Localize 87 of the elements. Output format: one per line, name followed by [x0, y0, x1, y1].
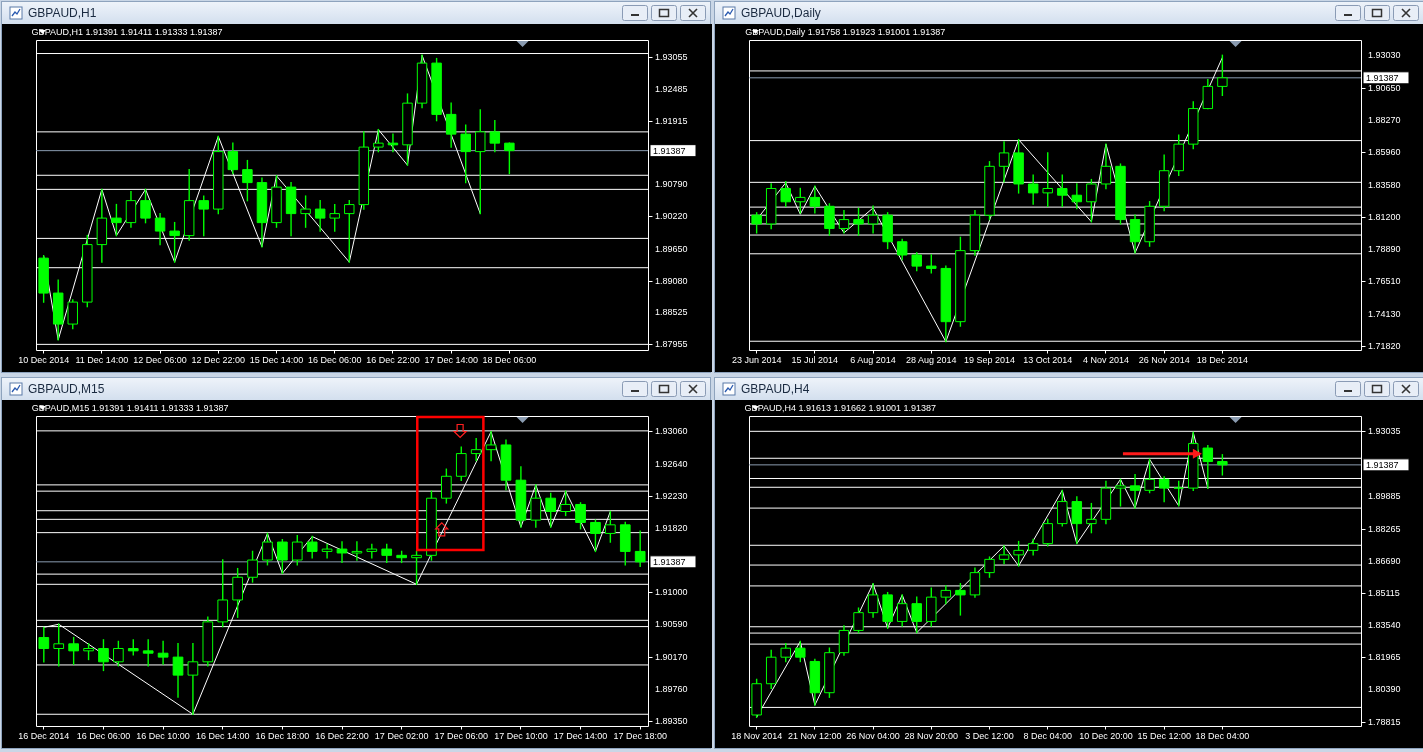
y-tick-label: 1.71820 — [1368, 340, 1401, 351]
x-tick-label: 19 Sep 2014 — [963, 354, 1016, 365]
chart-title: GBPAUD,H4 — [741, 382, 811, 396]
x-tick-label: 16 Dec 06:00 — [76, 730, 131, 741]
x-tick-label: 17 Dec 14:00 — [553, 730, 608, 741]
y-tick-label: 1.80390 — [1368, 684, 1401, 695]
chart-subtitle: GBPAUD,Daily 1.91758 1.91923 1.91001 1.91387 — [745, 27, 946, 37]
x-tick-label: 16 Dec 22:00 — [366, 354, 420, 365]
y-tick-label: 1.92230 — [655, 490, 688, 501]
y-tick-label: 1.85115 — [1368, 587, 1400, 598]
chart-subtitle: GBPAUD,H1 1.91391 1.91411 1.91333 1.91387 — [31, 27, 223, 37]
y-tick-label: 1.90790 — [655, 179, 688, 190]
x-tick-label: 6 Aug 2014 — [850, 354, 896, 365]
x-tick-label: 16 Dec 18:00 — [255, 730, 310, 741]
x-tick-label: 16 Dec 22:00 — [315, 730, 369, 741]
x-tick-label: 15 Dec 12:00 — [1137, 730, 1191, 741]
x-tick-label: 21 Nov 12:00 — [788, 730, 842, 741]
x-tick-label: 17 Dec 02:00 — [374, 730, 429, 741]
y-tick-label: 1.81200 — [1368, 212, 1401, 223]
y-tick-label: 1.89650 — [655, 243, 688, 254]
y-tick-label: 1.89885 — [1368, 490, 1401, 501]
x-tick-label: 28 Aug 2014 — [906, 354, 957, 365]
x-tick-label: 18 Nov 2014 — [731, 730, 783, 741]
ref-line-label: 1.91387 — [653, 145, 686, 156]
x-tick-label: 12 Dec 06:00 — [133, 354, 187, 365]
ref-line-label: 1.91387 — [1366, 72, 1399, 83]
y-tick-label: 1.91820 — [655, 522, 688, 533]
y-tick-label: 1.88270 — [1368, 115, 1401, 126]
x-tick-label: 11 Dec 14:00 — [75, 354, 129, 365]
y-tick-label: 1.76510 — [1368, 276, 1401, 287]
y-tick-label: 1.85960 — [1368, 147, 1401, 158]
x-tick-label: 17 Dec 10:00 — [494, 730, 548, 741]
x-tick-label: 18 Dec 2014 — [1196, 354, 1248, 365]
x-tick-label: 26 Nov 2014 — [1138, 354, 1190, 365]
x-tick-label: 16 Dec 14:00 — [195, 730, 250, 741]
x-tick-label: 8 Dec 04:00 — [1023, 730, 1072, 741]
x-tick-label: 17 Dec 14:00 — [424, 354, 478, 365]
y-tick-label: 1.93055 — [655, 51, 688, 62]
x-tick-label: 23 Jun 2014 — [731, 354, 782, 365]
y-tick-label: 1.78890 — [1368, 243, 1401, 254]
chart-subtitle: GBPAUD,M15 1.91391 1.91411 1.91333 1.91387 — [31, 403, 229, 413]
y-tick-label: 1.78815 — [1368, 716, 1401, 727]
y-tick-label: 1.89350 — [655, 716, 688, 727]
chart-title: GBPAUD,H1 — [28, 6, 98, 20]
y-tick-label: 1.90590 — [655, 619, 688, 630]
y-tick-label: 1.88525 — [655, 306, 688, 317]
x-tick-label: 26 Nov 04:00 — [846, 730, 900, 741]
x-tick-label: 16 Dec 2014 — [18, 730, 70, 741]
x-tick-label: 12 Dec 22:00 — [191, 354, 246, 365]
y-tick-label: 1.93035 — [1368, 426, 1401, 437]
x-tick-label: 13 Oct 2014 — [1023, 354, 1073, 365]
y-tick-label: 1.89080 — [655, 275, 688, 286]
x-tick-label: 16 Dec 10:00 — [136, 730, 190, 741]
x-tick-label: 16 Dec 06:00 — [307, 354, 362, 365]
y-tick-label: 1.91915 — [655, 115, 688, 126]
x-tick-label: 3 Dec 12:00 — [965, 730, 1014, 741]
x-tick-label: 10 Dec 20:00 — [1079, 730, 1133, 741]
x-tick-label: 10 Dec 2014 — [18, 354, 70, 365]
x-tick-label: 15 Jul 2014 — [791, 354, 839, 365]
y-tick-label: 1.92640 — [655, 458, 688, 469]
y-tick-label: 1.90220 — [655, 211, 688, 222]
chart-title: GBPAUD,M15 — [28, 382, 106, 396]
y-tick-label: 1.81965 — [1368, 652, 1401, 663]
y-tick-label: 1.91000 — [655, 587, 688, 598]
x-tick-label: 15 Dec 14:00 — [249, 354, 304, 365]
ref-line-label: 1.91387 — [1366, 459, 1399, 470]
y-tick-label: 1.93060 — [655, 425, 688, 436]
y-tick-label: 1.92485 — [655, 83, 688, 94]
y-tick-label: 1.88265 — [1368, 523, 1401, 534]
x-tick-label: 4 Nov 2014 — [1082, 354, 1129, 365]
y-tick-label: 1.90170 — [655, 652, 688, 663]
y-tick-label: 1.90650 — [1368, 82, 1401, 93]
x-tick-label: 18 Dec 04:00 — [1195, 730, 1250, 741]
x-tick-label: 28 Nov 20:00 — [904, 730, 959, 741]
y-tick-label: 1.89760 — [655, 684, 688, 695]
y-tick-label: 1.83540 — [1368, 620, 1401, 631]
y-tick-label: 1.83580 — [1368, 179, 1401, 190]
y-tick-label: 1.74130 — [1368, 309, 1401, 319]
x-tick-label: 17 Dec 06:00 — [434, 730, 489, 741]
y-tick-label: 1.86690 — [1368, 555, 1401, 566]
y-tick-label: 1.93030 — [1368, 50, 1401, 61]
y-tick-label: 1.87955 — [655, 339, 688, 350]
x-tick-label: 18 Dec 06:00 — [482, 354, 537, 365]
ref-line-label: 1.91387 — [653, 556, 686, 567]
chart-title: GBPAUD,Daily — [741, 6, 822, 20]
x-tick-label: 17 Dec 18:00 — [613, 730, 667, 741]
chart-subtitle: GBPAUD,H4 1.91613 1.91662 1.91001 1.91387 — [744, 403, 937, 413]
